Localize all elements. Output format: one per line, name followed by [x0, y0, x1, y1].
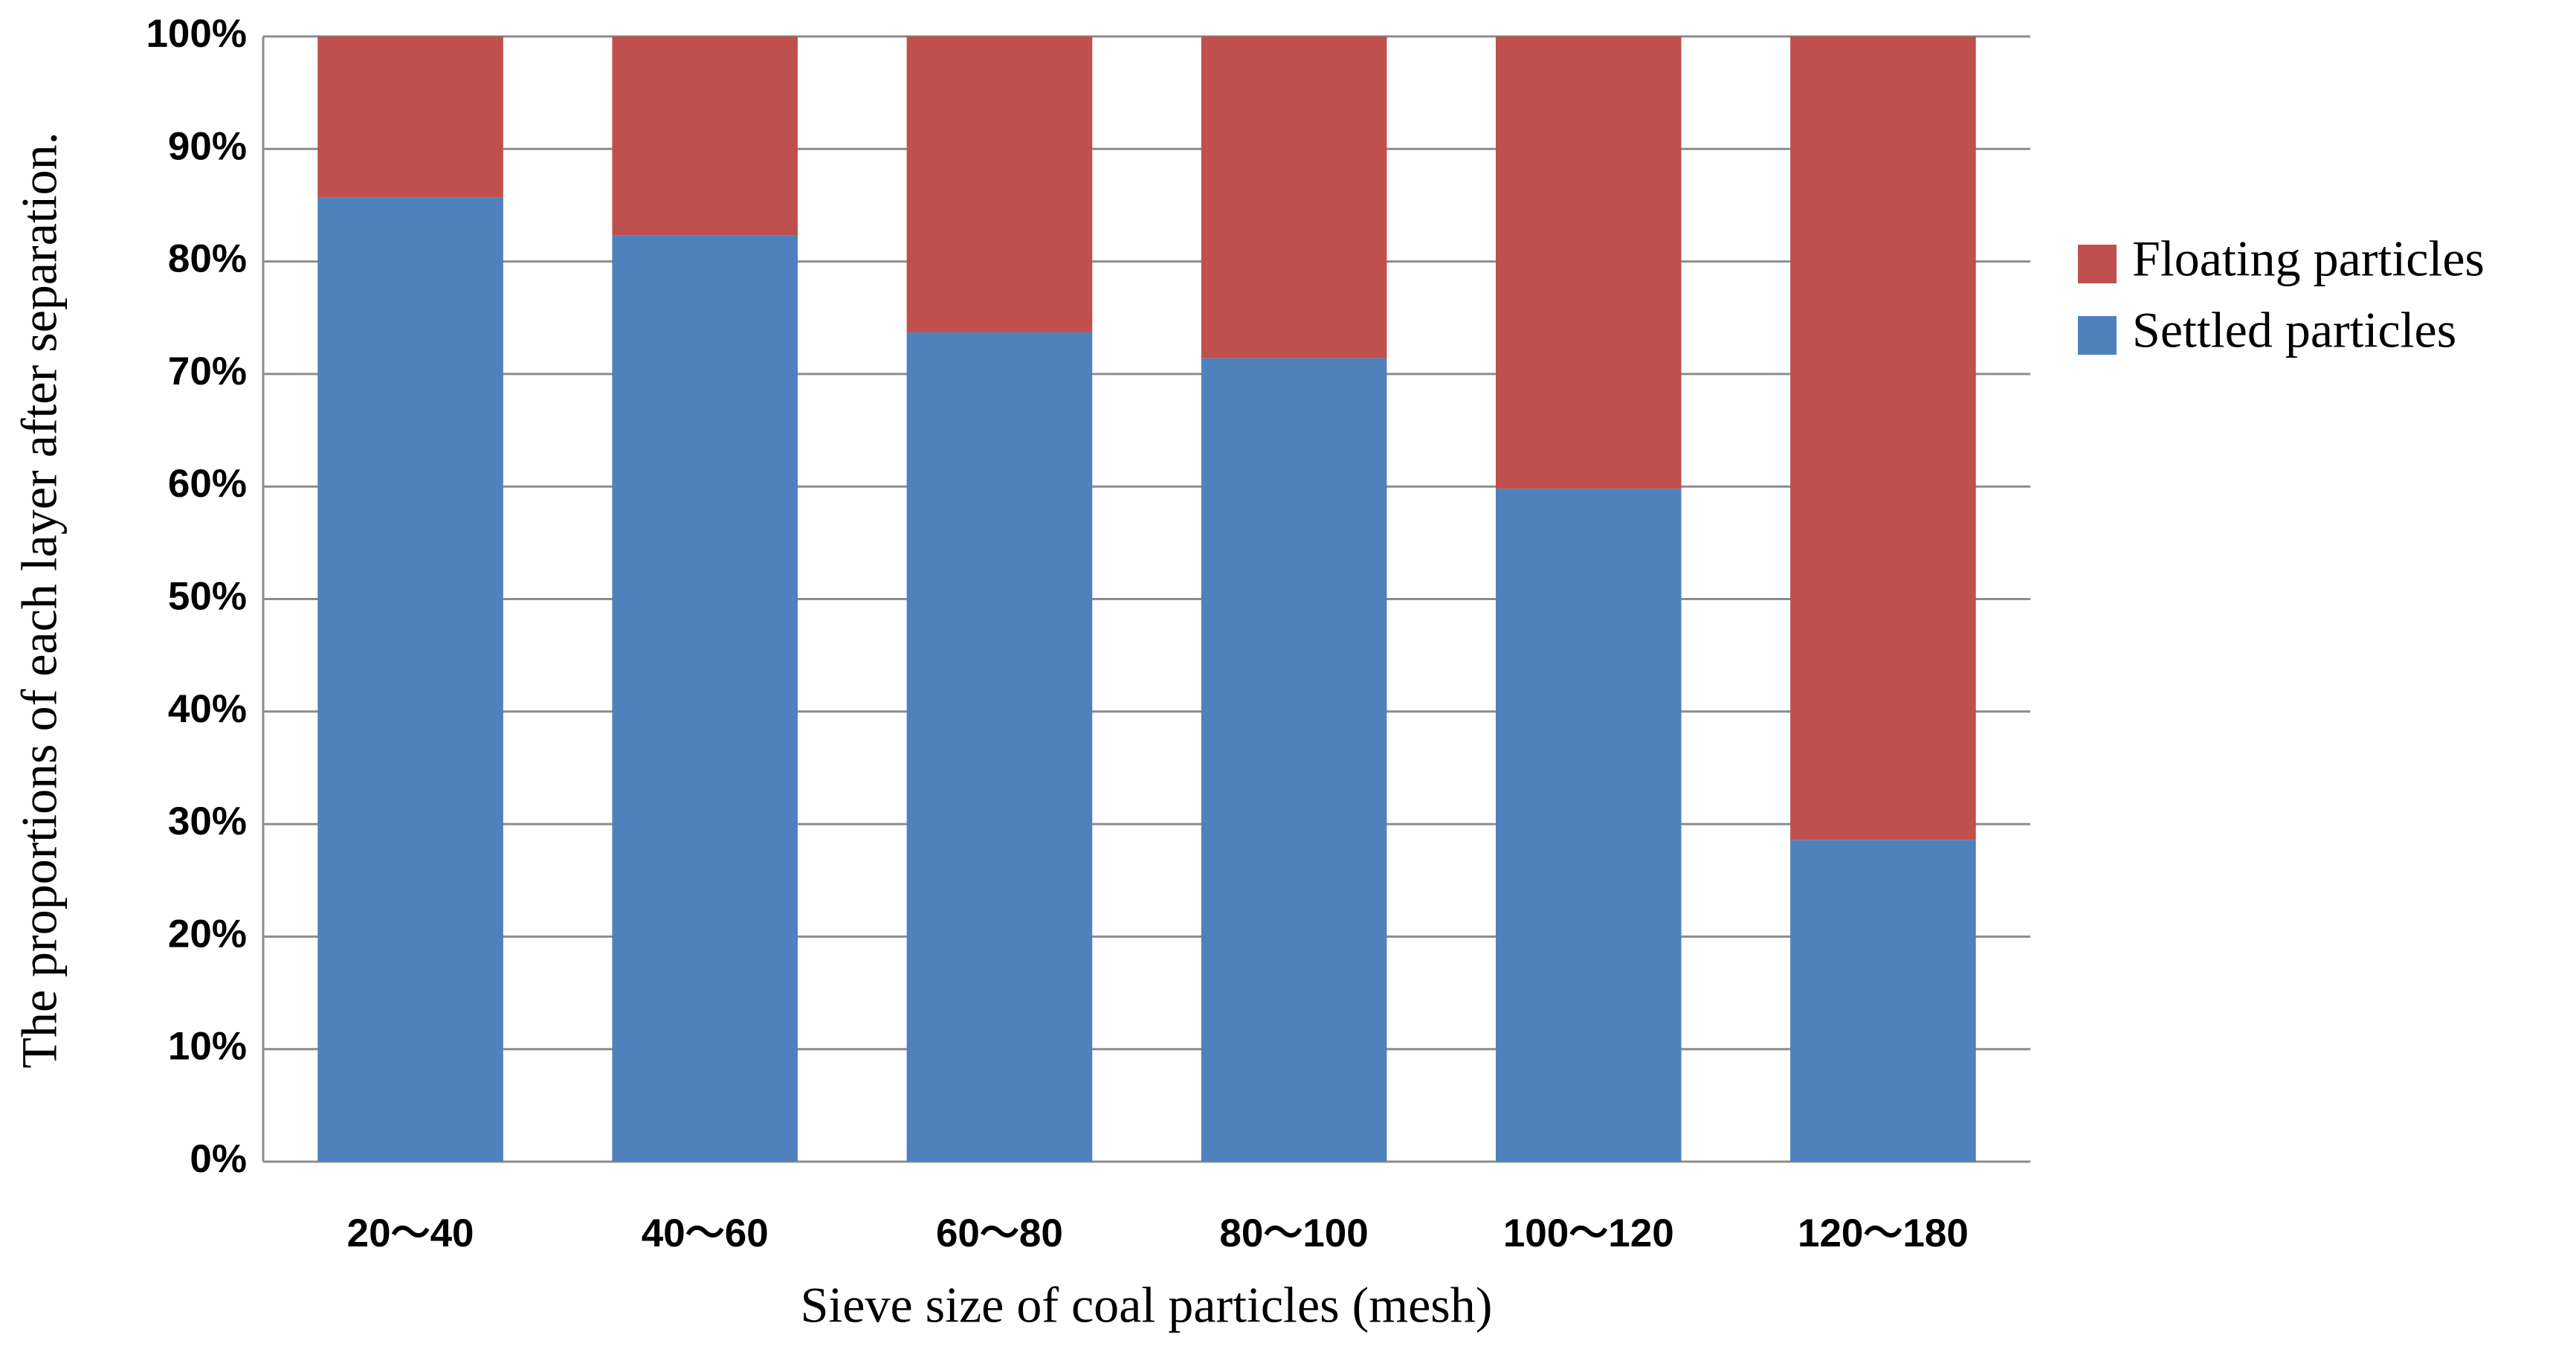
- y-tick-label: 0%: [190, 1137, 247, 1181]
- bar-segment: [1201, 358, 1387, 1162]
- y-axis-title: The proportions of each layer after sepa…: [11, 132, 68, 1068]
- legend-label: Settled particles: [2132, 302, 2456, 358]
- legend-swatch: [2078, 245, 2117, 283]
- y-tick-label: 90%: [168, 124, 247, 168]
- bar-segment: [906, 36, 1093, 332]
- x-axis-title: Sieve size of coal particles (mesh): [801, 1277, 1493, 1333]
- bar-segment: [1495, 36, 1682, 489]
- y-tick-label: 70%: [168, 350, 247, 393]
- x-tick-label: 80～100: [1219, 1211, 1368, 1255]
- y-tick-label: 20%: [168, 912, 247, 956]
- x-tick-label: 120～180: [1798, 1211, 1969, 1255]
- bar-segment: [612, 235, 798, 1162]
- bar-segment: [317, 36, 503, 198]
- y-tick-label: 50%: [168, 575, 247, 619]
- y-tick-label: 40%: [168, 687, 247, 731]
- bar-segment: [1201, 36, 1387, 358]
- x-tick-label: 60～80: [936, 1211, 1063, 1255]
- bar-segment: [1495, 489, 1682, 1162]
- bar-segment: [317, 197, 503, 1162]
- y-tick-label: 30%: [168, 799, 247, 843]
- y-tick-label: 80%: [168, 237, 247, 281]
- x-tick-label: 20～40: [347, 1211, 474, 1255]
- x-tick-label: 40～60: [642, 1211, 769, 1255]
- bar-segment: [1790, 36, 1976, 840]
- bar-segment: [906, 332, 1093, 1162]
- legend-label: Floating particles: [2132, 231, 2485, 287]
- y-tick-label: 60%: [168, 462, 247, 506]
- y-tick-label: 100%: [146, 12, 247, 56]
- bar-segment: [1790, 840, 1976, 1162]
- bar-segment: [612, 36, 798, 236]
- y-tick-label: 10%: [168, 1025, 247, 1069]
- legend-swatch: [2078, 316, 2117, 355]
- x-tick-label: 100～120: [1503, 1211, 1674, 1255]
